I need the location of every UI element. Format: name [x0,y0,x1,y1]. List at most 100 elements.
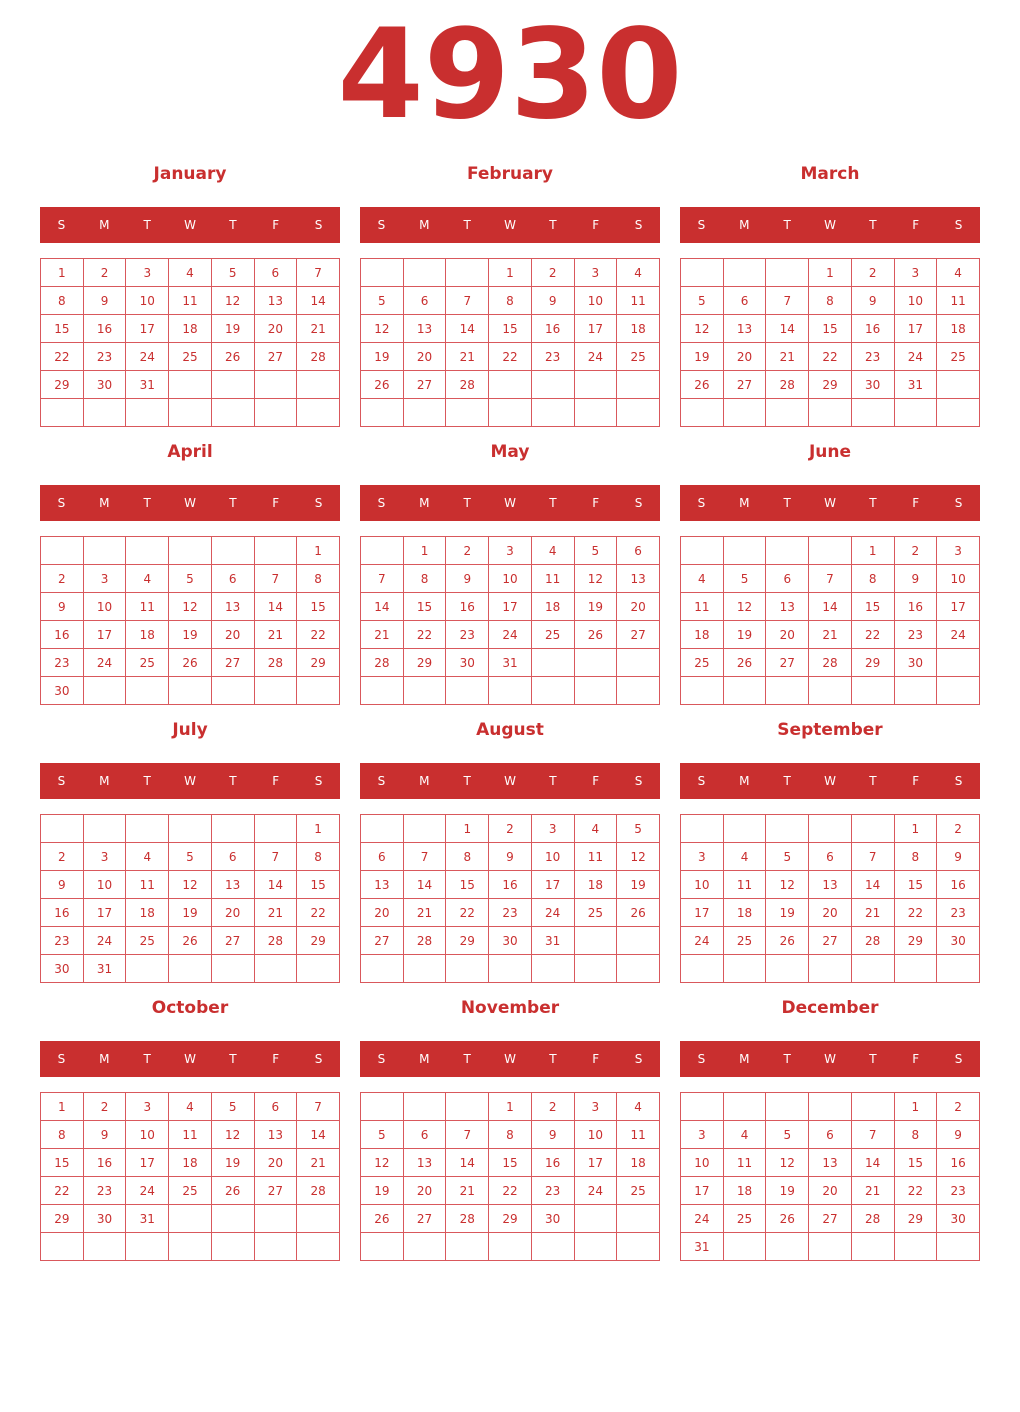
weekday-label: S [954,496,963,510]
day-cell [360,954,404,983]
day-cell: 12 [360,314,404,343]
day-cell: 6 [253,258,298,287]
day-cell: 24 [125,342,170,371]
day-cell: 11 [616,1120,660,1149]
day-cell: 1 [40,258,84,287]
day-cell: 26 [360,1204,404,1233]
day-cell: 10 [488,564,532,593]
day-cell: 31 [125,370,170,399]
day-cell [125,954,170,983]
week-row: 19 20 21 22 23 24 25 [360,342,660,371]
day-cell [722,676,767,705]
day-cell [573,648,618,677]
day-cell: 4 [616,258,660,287]
week-row: 29 30 31 [40,1204,340,1233]
day-cell: 31 [680,1232,724,1261]
day-cell: 26 [680,370,724,399]
day-cell: 3 [573,1092,618,1121]
day-cell [680,954,724,983]
day-cell: 20 [360,898,404,927]
day-cell [936,370,980,399]
day-cell: 12 [168,870,212,899]
month-name: November [460,998,560,1018]
day-cell: 10 [680,870,724,899]
day-cell: 30 [40,676,84,705]
week-row: 19 20 21 22 23 24 25 [680,342,980,371]
day-cell: 13 [360,870,404,899]
day-cell: 31 [82,954,127,983]
day-cell [765,1232,810,1261]
day-cell: 7 [850,842,895,871]
day-cell: 19 [765,898,810,927]
day-cell: 26 [360,370,404,399]
day-cell: 12 [680,314,724,343]
day-cell: 7 [253,564,298,593]
weekday-label: F [272,496,280,510]
day-cell: 14 [445,1148,490,1177]
weekday-label: S [57,496,66,510]
weekday-label: F [592,774,600,788]
day-grid: 1 2 3 4 5 6 7 8 9 10 11 12 13 14 15 16 17 18 19 20 21 22 23 24 2… [360,1092,660,1261]
day-cell: 8 [402,564,447,593]
day-cell: 28 [253,926,298,955]
day-cell: 13 [210,592,255,621]
week-row: 10 11 12 13 14 15 16 [680,1148,980,1177]
weekday-label: W [184,1052,196,1066]
day-cell: 4 [722,1120,767,1149]
day-cell: 8 [296,564,340,593]
day-cell: 4 [530,536,575,565]
day-cell [168,814,212,843]
day-cell: 30 [936,1204,980,1233]
day-cell [402,954,447,983]
day-cell: 5 [616,814,660,843]
day-cell: 24 [82,648,127,677]
week-row: 28 29 30 31 [360,648,660,677]
day-cell [296,1232,340,1261]
day-cell: 16 [530,1148,575,1177]
day-cell: 26 [765,926,810,955]
day-cell: 11 [530,564,575,593]
day-cell: 7 [296,1092,340,1121]
day-cell: 5 [722,564,767,593]
day-cell: 16 [82,314,127,343]
day-cell: 9 [530,1120,575,1149]
week-row: 20 21 22 23 24 25 26 [360,898,660,927]
day-cell: 2 [530,1092,575,1121]
day-cell: 6 [808,1120,852,1149]
day-cell: 3 [573,258,618,287]
day-cell: 27 [722,370,767,399]
weekday-label: M [739,774,750,788]
week-row: 30 31 [40,954,340,983]
day-cell [253,536,298,565]
day-cell: 17 [125,314,170,343]
weekday-label: T [549,774,557,788]
day-cell: 16 [530,314,575,343]
month-april: April S M T W T F S 1 2 3 4 5 6 7 8 9 10 11 12 13 14 15 16 17 18 1… [40,441,340,711]
day-cell: 16 [40,620,84,649]
weekday-label: S [954,218,963,232]
day-cell: 11 [680,592,724,621]
day-cell: 19 [360,1176,404,1205]
day-cell: 22 [808,342,852,371]
day-cell: 9 [936,842,980,871]
weekday-label: M [739,1052,750,1066]
day-cell [893,954,938,983]
day-cell [680,676,724,705]
day-cell: 29 [296,926,340,955]
day-cell: 21 [765,342,810,371]
day-cell: 9 [850,286,895,315]
day-cell [253,398,298,427]
month-name: May [490,442,530,462]
month-name: July [172,720,208,740]
day-cell: 11 [125,870,170,899]
day-cell: 29 [488,1204,532,1233]
day-cell: 19 [616,870,660,899]
day-cell: 27 [253,342,298,371]
